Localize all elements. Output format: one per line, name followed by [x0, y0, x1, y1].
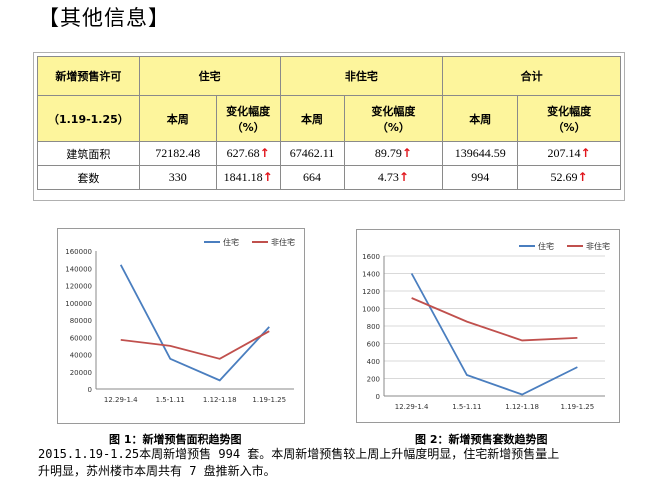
stats-table: 新增预售许可 住宅 非住宅 合计 （1.19-1.25） 本周 变化幅度 （%）…	[37, 56, 621, 190]
cell-total-week: 139644.59	[442, 141, 519, 166]
units-trend-chart-svg: 0 200 400 600 800 1000 1200 1400 1600 12.29-1.4 1.…	[362, 241, 610, 411]
chart1-caption: 图 1：新增预售面积趋势图	[109, 433, 242, 446]
cell-res-week: 72182.48	[138, 141, 217, 166]
cell-res-week: 330	[138, 165, 217, 190]
area-trend-chart-svg: 0 20000 40000 60000 80000 100000 120000 140000 1…	[65, 237, 295, 404]
subheader-change-line1: 变化幅度	[226, 104, 271, 118]
summary-line-1: 2015.1.19-1.25本周新增预售 994 套。本周新增预售较上周上升幅度…	[38, 447, 560, 461]
area-trend-chart: 0 20000 40000 60000 80000 100000 120000 140000 1…	[57, 228, 305, 424]
y-tick-label: 160000	[65, 248, 92, 256]
y-tick-label: 80000	[70, 317, 92, 325]
x-tick-label: 1.12-1.18	[203, 396, 237, 404]
x-tick-label: 12.29-1.4	[395, 403, 429, 411]
legend-label: 非住宅	[586, 241, 610, 251]
up-arrow-icon: ↑	[577, 170, 588, 184]
subheader-change-line1: 变化幅度	[371, 104, 416, 118]
cell-res-change: 627.68↑	[215, 141, 281, 166]
cell-non-week: 664	[279, 165, 345, 190]
y-tick-label: 600	[367, 341, 380, 349]
subheader-change-line1: 变化幅度	[547, 104, 592, 118]
x-tick-label: 12.29-1.4	[104, 396, 138, 404]
series-line-nonresidential	[120, 330, 270, 360]
y-tick-label: 40000	[70, 352, 92, 360]
x-tick-label: 1.19-1.25	[252, 396, 286, 404]
cell-total-change: 52.69↑	[517, 165, 621, 190]
y-tick-label: 120000	[65, 283, 92, 291]
chart2-caption: 图 2：新增预售套数趋势图	[415, 433, 548, 446]
row-label: 套数	[37, 165, 140, 190]
corner-header-bottom: （1.19-1.25）	[37, 95, 140, 142]
table-row: 套数 330 1841.18↑ 664 4.73↑ 994 52.69↑	[37, 165, 621, 190]
up-arrow-icon: ↑	[401, 146, 412, 160]
subheader-change: 变化幅度 （%）	[215, 95, 281, 142]
up-arrow-icon: ↑	[262, 170, 273, 184]
cell-non-change: 4.73↑	[343, 165, 444, 190]
stats-table-frame: 新增预售许可 住宅 非住宅 合计 （1.19-1.25） 本周 变化幅度 （%）…	[33, 52, 625, 201]
y-tick-label: 800	[367, 323, 380, 331]
subheader-change-line2: （%）	[231, 120, 265, 134]
cell-total-week: 994	[442, 165, 519, 190]
group-header-residential: 住宅	[138, 56, 281, 96]
y-tick-label: 200	[367, 376, 380, 384]
summary-line-2: 升明显，苏州楼市本周共有 7 盘推新入市。	[38, 464, 276, 478]
up-arrow-icon: ↑	[580, 146, 591, 160]
y-tick-label: 1200	[362, 288, 380, 296]
legend-label: 住宅	[223, 237, 239, 247]
table-row: 建筑面积 72182.48 627.68↑ 67462.11 89.79↑ 13…	[37, 141, 621, 166]
y-tick-label: 140000	[65, 265, 92, 273]
series-line-residential	[410, 273, 578, 396]
group-header-nonresidential: 非住宅	[279, 56, 444, 96]
up-arrow-icon: ↑	[259, 146, 270, 160]
y-tick-label: 1400	[362, 271, 380, 279]
subheader-change: 变化幅度 （%）	[517, 95, 621, 142]
cell-non-week: 67462.11	[279, 141, 345, 166]
subheader-change-line2: （%）	[552, 120, 586, 134]
y-tick-label: 1600	[362, 253, 380, 261]
legend-label: 住宅	[538, 241, 554, 251]
y-tick-label: 60000	[70, 334, 92, 342]
up-arrow-icon: ↑	[398, 170, 409, 184]
subheader-week: 本周	[279, 95, 345, 142]
row-label: 建筑面积	[37, 141, 140, 166]
subheader-change: 变化幅度 （%）	[343, 95, 444, 142]
group-header-total: 合计	[442, 56, 621, 96]
x-tick-label: 1.12-1.18	[505, 403, 539, 411]
legend-label: 非住宅	[271, 237, 295, 247]
cell-res-change: 1841.18↑	[215, 165, 281, 190]
section-title: 【其他信息】	[38, 6, 170, 30]
series-line-nonresidential	[411, 297, 578, 342]
cell-total-change: 207.14↑	[517, 141, 621, 166]
x-tick-label: 1.19-1.25	[561, 403, 595, 411]
corner-header-top: 新增预售许可	[37, 56, 140, 96]
summary-paragraph: 2015.1.19-1.25本周新增预售 994 套。本周新增预售较上周上升幅度…	[38, 446, 638, 480]
cell-non-change: 89.79↑	[343, 141, 444, 166]
x-tick-label: 1.5-1.11	[156, 396, 185, 404]
y-tick-label: 100000	[65, 300, 92, 308]
subheader-week: 本周	[138, 95, 217, 142]
x-tick-label: 1.5-1.11	[452, 403, 481, 411]
y-tick-label: 0	[88, 386, 92, 394]
y-tick-label: 400	[367, 358, 380, 366]
y-tick-label: 0	[376, 393, 380, 401]
y-tick-label: 1000	[362, 306, 380, 314]
subheader-change-line2: （%）	[376, 120, 410, 134]
y-tick-label: 20000	[70, 369, 92, 377]
subheader-week: 本周	[442, 95, 519, 142]
units-trend-chart: 0 200 400 600 800 1000 1200 1400 1600 12.29-1.4 1.…	[356, 229, 620, 423]
series-line-residential	[119, 264, 270, 382]
